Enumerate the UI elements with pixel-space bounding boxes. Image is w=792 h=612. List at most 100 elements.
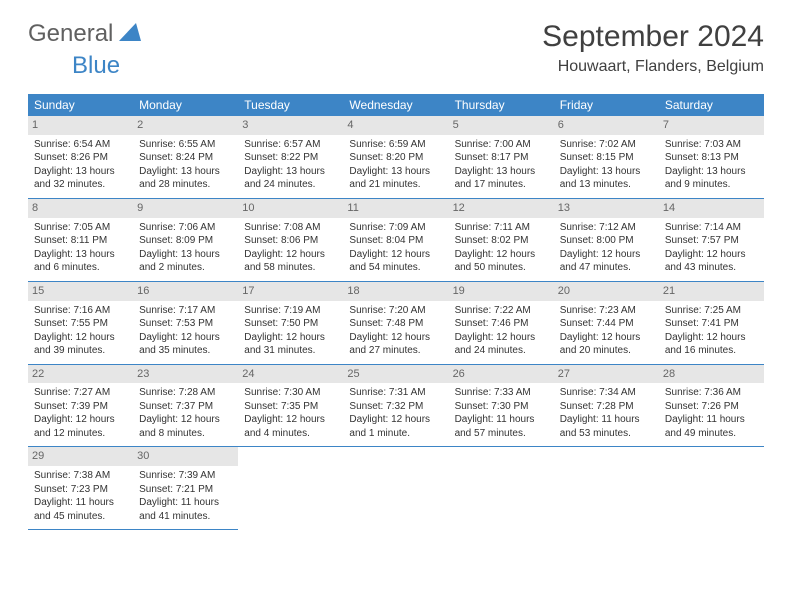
calendar-cell: 3Sunrise: 6:57 AMSunset: 8:22 PMDaylight… <box>238 116 343 198</box>
calendar-cell: 7Sunrise: 7:03 AMSunset: 8:13 PMDaylight… <box>659 116 764 198</box>
daylight-line-1: Daylight: 11 hours <box>34 496 127 510</box>
sunset-line: Sunset: 8:00 PM <box>560 234 653 248</box>
daylight-line-2: and 2 minutes. <box>139 261 232 275</box>
calendar-cell: 24Sunrise: 7:30 AMSunset: 7:35 PMDayligh… <box>238 364 343 447</box>
daylight-line-2: and 41 minutes. <box>139 510 232 524</box>
day-number: 28 <box>659 365 764 384</box>
sunset-line: Sunset: 7:23 PM <box>34 483 127 497</box>
sunset-line: Sunset: 7:57 PM <box>665 234 758 248</box>
daylight-line-2: and 24 minutes. <box>244 178 337 192</box>
day-number: 15 <box>28 282 133 301</box>
sunset-line: Sunset: 7:44 PM <box>560 317 653 331</box>
daylight-line-2: and 27 minutes. <box>349 344 442 358</box>
calendar-cell-empty <box>659 447 764 530</box>
sunrise-line: Sunrise: 7:09 AM <box>349 221 442 235</box>
calendar-row: 8Sunrise: 7:05 AMSunset: 8:11 PMDaylight… <box>28 198 764 281</box>
daylight-line-1: Daylight: 12 hours <box>34 413 127 427</box>
daylight-line-1: Daylight: 13 hours <box>139 248 232 262</box>
sunset-line: Sunset: 8:17 PM <box>455 151 548 165</box>
daylight-line-1: Daylight: 12 hours <box>244 413 337 427</box>
calendar-cell: 19Sunrise: 7:22 AMSunset: 7:46 PMDayligh… <box>449 281 554 364</box>
day-number: 14 <box>659 199 764 218</box>
day-number: 5 <box>449 116 554 135</box>
daylight-line-2: and 54 minutes. <box>349 261 442 275</box>
day-number: 7 <box>659 116 764 135</box>
sunrise-line: Sunrise: 6:57 AM <box>244 138 337 152</box>
calendar-table: Sunday Monday Tuesday Wednesday Thursday… <box>28 94 764 530</box>
sunrise-line: Sunrise: 6:54 AM <box>34 138 127 152</box>
page-title: September 2024 <box>542 20 764 54</box>
sunrise-line: Sunrise: 7:30 AM <box>244 386 337 400</box>
sunset-line: Sunset: 8:04 PM <box>349 234 442 248</box>
weekday-header: Saturday <box>659 94 764 116</box>
sunset-line: Sunset: 7:50 PM <box>244 317 337 331</box>
sunrise-line: Sunrise: 7:39 AM <box>139 469 232 483</box>
daylight-line-1: Daylight: 13 hours <box>455 165 548 179</box>
sunset-line: Sunset: 7:26 PM <box>665 400 758 414</box>
calendar-cell: 30Sunrise: 7:39 AMSunset: 7:21 PMDayligh… <box>133 447 238 530</box>
daylight-line-1: Daylight: 12 hours <box>665 248 758 262</box>
day-number: 13 <box>554 199 659 218</box>
calendar-cell: 23 Sunrise: 7:28 AMSunset: 7:37 PMDayligh… <box>133 364 238 447</box>
sunset-line: Sunset: 7:32 PM <box>349 400 442 414</box>
day-number: 10 <box>238 199 343 218</box>
day-number: 12 <box>449 199 554 218</box>
sunrise-line: Sunrise: 7:33 AM <box>455 386 548 400</box>
daylight-line-2: and 9 minutes. <box>665 178 758 192</box>
daylight-line-2: and 45 minutes. <box>34 510 127 524</box>
calendar-cell: 1Sunrise: 6:54 AMSunset: 8:26 PMDaylight… <box>28 116 133 198</box>
day-number: 27 <box>554 365 659 384</box>
sunset-line: Sunset: 8:13 PM <box>665 151 758 165</box>
sunset-line: Sunset: 8:06 PM <box>244 234 337 248</box>
day-number: 6 <box>554 116 659 135</box>
daylight-line-1: Daylight: 12 hours <box>455 248 548 262</box>
day-number: 9 <box>133 199 238 218</box>
daylight-line-2: and 13 minutes. <box>560 178 653 192</box>
sunrise-line: Sunrise: 7:34 AM <box>560 386 653 400</box>
day-number: 1 <box>28 116 133 135</box>
sunrise-line: Sunrise: 7:08 AM <box>244 221 337 235</box>
triangle-icon <box>119 23 141 46</box>
sunrise-line: Sunrise: 6:59 AM <box>349 138 442 152</box>
calendar-cell-empty <box>449 447 554 530</box>
day-number: 23 <box>133 365 238 384</box>
sunset-line: Sunset: 7:28 PM <box>560 400 653 414</box>
day-number: 19 <box>449 282 554 301</box>
sunrise-line: Sunrise: 7:25 AM <box>665 304 758 318</box>
calendar-cell-empty <box>238 447 343 530</box>
daylight-line-1: Daylight: 12 hours <box>455 331 548 345</box>
location-text: Houwaart, Flanders, Belgium <box>542 58 764 76</box>
weekday-header: Sunday <box>28 94 133 116</box>
sunrise-line: Sunrise: 7:38 AM <box>34 469 127 483</box>
daylight-line-1: Daylight: 11 hours <box>139 496 232 510</box>
weekday-header: Thursday <box>449 94 554 116</box>
sunrise-line: Sunrise: 7:00 AM <box>455 138 548 152</box>
sunrise-line: Sunrise: 7:02 AM <box>560 138 653 152</box>
daylight-line-1: Daylight: 12 hours <box>139 413 232 427</box>
calendar-cell: 10 Sunrise: 7:08 AMSunset: 8:06 PMDayligh… <box>238 198 343 281</box>
sunrise-line: Sunrise: 7:12 AM <box>560 221 653 235</box>
logo: General <box>28 20 145 48</box>
sunset-line: Sunset: 8:22 PM <box>244 151 337 165</box>
sunrise-line: Sunrise: 7:28 AM <box>139 386 232 400</box>
daylight-line-1: Daylight: 12 hours <box>244 248 337 262</box>
sunrise-line: Sunrise: 7:22 AM <box>455 304 548 318</box>
daylight-line-2: and 4 minutes. <box>244 427 337 441</box>
daylight-line-1: Daylight: 12 hours <box>244 331 337 345</box>
daylight-line-2: and 8 minutes. <box>139 427 232 441</box>
daylight-line-2: and 50 minutes. <box>455 261 548 275</box>
sunset-line: Sunset: 8:26 PM <box>34 151 127 165</box>
sunset-line: Sunset: 7:48 PM <box>349 317 442 331</box>
weekday-header-row: Sunday Monday Tuesday Wednesday Thursday… <box>28 94 764 116</box>
calendar-cell: 17Sunrise: 7:19 AMSunset: 7:50 PMDayligh… <box>238 281 343 364</box>
sunrise-line: Sunrise: 7:36 AM <box>665 386 758 400</box>
daylight-line-2: and 31 minutes. <box>244 344 337 358</box>
sunset-line: Sunset: 8:02 PM <box>455 234 548 248</box>
daylight-line-1: Daylight: 12 hours <box>560 331 653 345</box>
day-number: 24 <box>238 365 343 384</box>
sunrise-line: Sunrise: 7:19 AM <box>244 304 337 318</box>
daylight-line-1: Daylight: 11 hours <box>455 413 548 427</box>
calendar-cell: 12Sunrise: 7:11 AMSunset: 8:02 PMDayligh… <box>449 198 554 281</box>
daylight-line-1: Daylight: 12 hours <box>349 331 442 345</box>
sunset-line: Sunset: 7:37 PM <box>139 400 232 414</box>
